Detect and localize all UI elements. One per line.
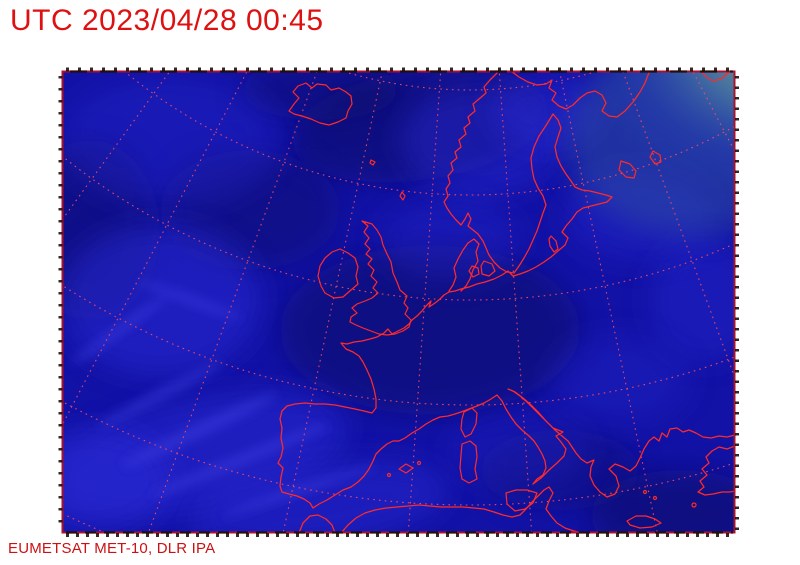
dawn-glow [565, 72, 734, 235]
cloud-layer-bright [63, 75, 734, 532]
coastline-iceland [288, 82, 353, 126]
coastlines [277, 72, 734, 532]
coastline-north-africa [341, 486, 581, 532]
coastline-turkey [697, 445, 734, 496]
cloud-streaks [70, 280, 377, 516]
lake-onega [649, 150, 662, 165]
coastline-ireland [317, 248, 359, 299]
credit-label: EUMETSAT MET-10, DLR IPA [8, 540, 216, 557]
coastline-denmark [448, 238, 480, 292]
coastline-sicily [505, 489, 538, 512]
coastline-mallorca [398, 463, 414, 474]
coastline-white-sea [511, 72, 651, 118]
timestamp-title: UTC 2023/04/28 00:45 [10, 4, 324, 37]
coastline-crete [626, 515, 662, 529]
coastline-corsica [460, 407, 478, 438]
coastline-morocco [298, 514, 336, 532]
coastline-gotland [548, 235, 559, 253]
coastline-great-britain [349, 220, 412, 336]
coastline-mainland-europe [277, 72, 734, 509]
lake-ladoga [618, 160, 637, 179]
tick-marks [58, 67, 739, 537]
coastline-sardinia [459, 440, 478, 484]
